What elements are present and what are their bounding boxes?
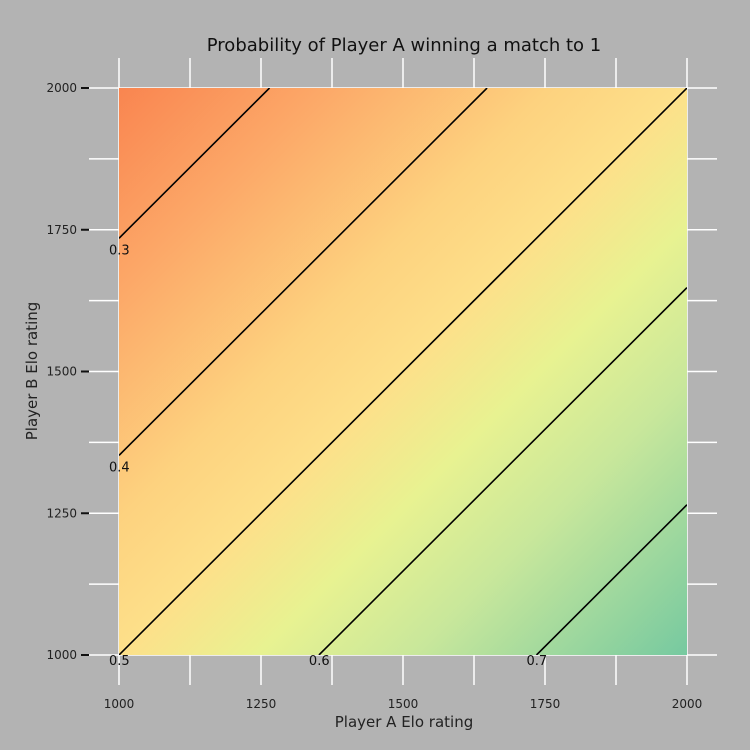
contour-label-0.3: 0.3 (109, 243, 130, 258)
y-tick-label: 1500 (46, 365, 77, 379)
x-tick-label: 1750 (530, 697, 561, 711)
y-tick-label: 1750 (46, 223, 77, 237)
contour-line-0.5 (119, 88, 687, 655)
x-axis-label: Player A Elo rating (335, 713, 474, 731)
contour-line-0.6 (318, 287, 687, 655)
y-tick-label: 2000 (46, 81, 77, 95)
contour-label-0.7: 0.7 (526, 654, 547, 669)
x-tick-label: 2000 (672, 697, 703, 711)
contour-line-0.7 (535, 504, 687, 655)
contour-lines (119, 88, 687, 655)
contour-labels: 0.3 0.4 0.5 0.6 0.7 (109, 243, 547, 669)
contour-line-0.4 (119, 88, 488, 456)
chart-title: Probability of Player A winning a match … (207, 35, 601, 56)
y-tick-label: 1000 (46, 648, 77, 662)
contour-label-0.4: 0.4 (109, 460, 130, 475)
x-tick-label: 1000 (104, 697, 135, 711)
y-tick-label: 1250 (46, 506, 77, 520)
contour-label-0.6: 0.6 (309, 654, 330, 669)
x-tick-label: 1250 (246, 697, 277, 711)
contour-line-0.3 (119, 88, 271, 239)
x-tick-label: 1500 (388, 697, 419, 711)
axis-ticks: 1000 1250 1500 1750 2000 1000 1250 1500 1750 2000 (46, 81, 702, 711)
y-axis-label: Player B Elo rating (23, 302, 41, 441)
contour-label-0.5: 0.5 (109, 654, 130, 669)
